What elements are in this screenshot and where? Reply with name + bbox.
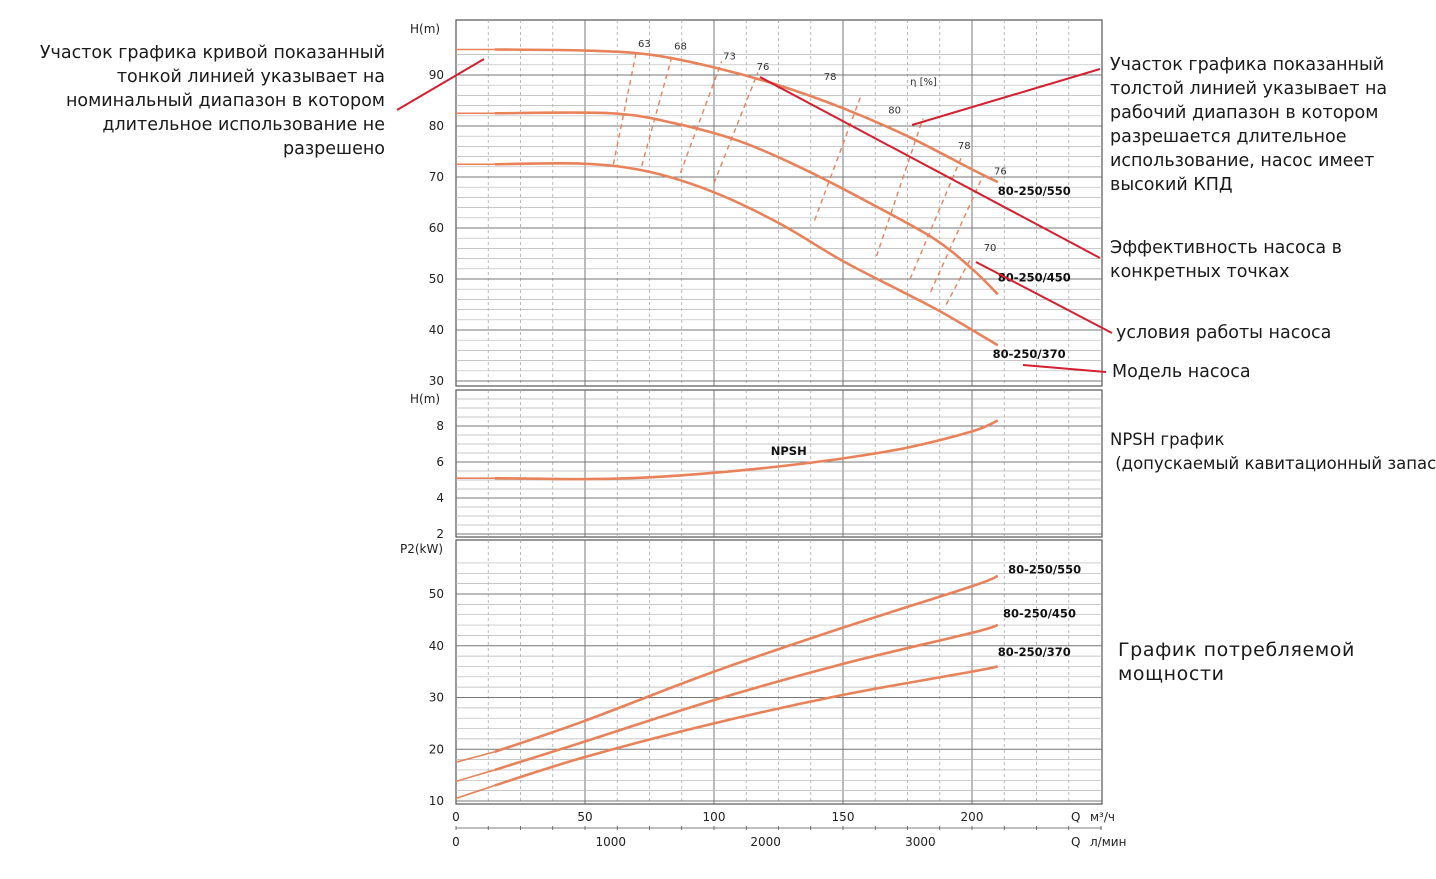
curve-nominal-segment (455, 784, 495, 800)
y-tick-label: 50 (429, 587, 444, 601)
x-tick-label-lmin: 3000 (905, 835, 936, 849)
efficiency-line (713, 72, 759, 184)
pump-model-label: 80-250/450 (1003, 606, 1076, 620)
x-axis-q-label: Q (1071, 810, 1080, 824)
x-tick-label-m3h: 200 (961, 810, 984, 824)
efficiency-line (641, 53, 674, 166)
y-tick-label: 50 (429, 272, 444, 286)
grid-layer (455, 19, 1103, 830)
efficiency-line (930, 176, 983, 293)
y-tick-label: 10 (429, 794, 444, 808)
y-axis-label: H(m) (410, 392, 440, 406)
y-tick-label: 30 (429, 691, 444, 705)
annotation-thin-line: Участок графика кривой показанный тонкой… (39, 43, 385, 159)
annotation-operating-conditions: условия работы насоса (1116, 323, 1332, 343)
curve-nominal-segment (455, 751, 495, 763)
x-tick-label-m3h: 100 (703, 810, 726, 824)
x-axis-unit-lmin: л/мин (1090, 835, 1126, 849)
y-tick-label: 40 (429, 323, 444, 337)
x-axis-unit-m3h: м³/ч (1090, 810, 1115, 824)
curve-80-250-450 (494, 623, 999, 772)
y-tick-label: 40 (429, 639, 444, 653)
panel-frame (455, 389, 1103, 538)
y-tick-label: 70 (429, 170, 444, 184)
annotation-pointer-line (396, 58, 485, 111)
efficiency-label: 80 (888, 105, 901, 116)
curve-80-250-370 (494, 161, 999, 347)
chart-text-layer: 30405060708090H(m)2468H(m)1020304050P2(k… (400, 22, 1126, 849)
efficiency-line (875, 118, 924, 257)
curve-80-250-370 (494, 665, 999, 787)
y-axis-label: P2(kW) (400, 542, 443, 556)
efficiency-line (813, 95, 862, 221)
efficiency-label: 78 (824, 72, 837, 83)
curve-80-250-450 (494, 111, 999, 296)
efficiency-line (679, 60, 723, 174)
efficiency-line (909, 156, 963, 280)
curve-layer (455, 48, 999, 800)
curve-80-250-550 (494, 48, 999, 184)
x-tick-label-lmin: 0 (452, 835, 460, 849)
annotation-efficiency: Эффективность насоса в конкретных точках (1110, 238, 1342, 282)
x-tick-label-m3h: 0 (452, 810, 460, 824)
curve-npsh (494, 419, 999, 481)
efficiency-label: 63 (638, 39, 651, 50)
y-tick-label: 20 (429, 742, 444, 756)
annotation-pointer-line (759, 76, 1101, 259)
efficiency-label: 73 (723, 52, 736, 63)
y-tick-label: 2 (436, 527, 444, 541)
curve-nominal-segment (455, 769, 495, 783)
efficiency-label: 68 (674, 42, 687, 53)
x-axis-q-label: Q (1071, 835, 1080, 849)
annotation-pointer-line (911, 68, 1101, 126)
curve-80-250-550 (494, 574, 999, 754)
efficiency-label: 70 (984, 243, 997, 254)
efficiency-label: 76 (757, 62, 770, 73)
annotation-thick-line: Участок графика показанный толстой линие… (1110, 55, 1388, 195)
efficiency-line (945, 255, 973, 305)
annotation-pointer-line (1022, 364, 1107, 373)
pointer-lines (396, 58, 1113, 373)
x-tick-label-m3h: 50 (577, 810, 592, 824)
x-tick-label-m3h: 150 (832, 810, 855, 824)
efficiency-unit-label: η [%] (910, 77, 937, 88)
y-tick-label: 30 (429, 374, 444, 388)
y-tick-label: 8 (436, 419, 444, 433)
y-axis-label: H(m) (410, 22, 440, 36)
pump-model-label: 80-250/450 (998, 271, 1071, 285)
y-tick-label: 60 (429, 221, 444, 235)
panel-frame (455, 19, 1103, 387)
annotation-pump-model: Модель насоса (1112, 362, 1251, 382)
pump-model-label: 80-250/370 (993, 347, 1066, 361)
pump-model-label: 80-250/550 (998, 184, 1071, 198)
efficiency-line (612, 50, 638, 165)
y-tick-label: 6 (436, 455, 444, 469)
annotation-npsh: NPSH график (допускаемый кавитационный з… (1110, 430, 1436, 473)
y-tick-label: 80 (429, 119, 444, 133)
efficiency-label: 76 (994, 166, 1007, 177)
pump-model-label: 80-250/550 (1008, 562, 1081, 576)
x-tick-label-lmin: 1000 (596, 835, 627, 849)
annotation-pointer-line (975, 261, 1113, 334)
pump-model-label: 80-250/370 (998, 645, 1071, 659)
x-tick-label-lmin: 2000 (750, 835, 781, 849)
efficiency-label: 78 (958, 141, 971, 152)
npsh-curve-label: NPSH (771, 444, 807, 458)
annotation-power: График потребляемой мощности (1118, 639, 1355, 685)
y-tick-label: 90 (429, 68, 444, 82)
y-tick-label: 4 (436, 491, 444, 505)
